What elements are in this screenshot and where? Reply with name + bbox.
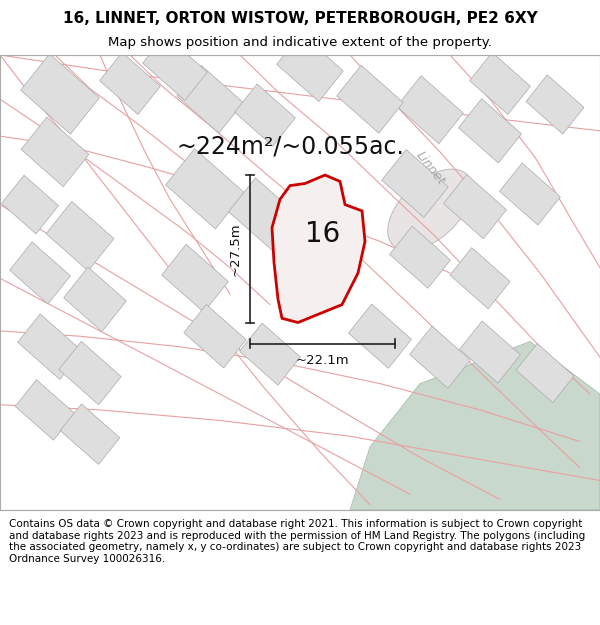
Polygon shape xyxy=(350,341,600,510)
Polygon shape xyxy=(526,75,584,134)
Polygon shape xyxy=(184,304,246,368)
Text: Map shows position and indicative extent of the property.: Map shows position and indicative extent… xyxy=(108,36,492,49)
Polygon shape xyxy=(10,242,70,304)
Polygon shape xyxy=(277,34,343,102)
Text: ~27.5m: ~27.5m xyxy=(229,222,242,276)
Polygon shape xyxy=(64,267,127,332)
Text: 16: 16 xyxy=(305,220,340,248)
Polygon shape xyxy=(500,163,560,225)
Polygon shape xyxy=(516,344,574,402)
Polygon shape xyxy=(100,52,160,114)
Polygon shape xyxy=(382,149,448,218)
Polygon shape xyxy=(389,226,451,288)
Polygon shape xyxy=(162,244,228,312)
Polygon shape xyxy=(460,321,520,383)
Polygon shape xyxy=(272,175,365,322)
Text: ~224m²/~0.055ac.: ~224m²/~0.055ac. xyxy=(176,134,404,159)
Polygon shape xyxy=(177,65,243,133)
Text: Contains OS data © Crown copyright and database right 2021. This information is : Contains OS data © Crown copyright and d… xyxy=(9,519,585,564)
Polygon shape xyxy=(235,84,295,146)
Polygon shape xyxy=(388,169,472,251)
Polygon shape xyxy=(229,178,301,252)
Polygon shape xyxy=(21,117,89,187)
Polygon shape xyxy=(470,52,530,114)
Polygon shape xyxy=(166,149,244,229)
Polygon shape xyxy=(60,404,120,464)
Text: Linnet: Linnet xyxy=(413,148,447,187)
Polygon shape xyxy=(450,248,510,309)
Polygon shape xyxy=(15,380,75,440)
Polygon shape xyxy=(397,76,463,144)
Polygon shape xyxy=(349,304,412,368)
Text: 16, LINNET, ORTON WISTOW, PETERBOROUGH, PE2 6XY: 16, LINNET, ORTON WISTOW, PETERBOROUGH, … xyxy=(62,11,538,26)
Polygon shape xyxy=(20,54,100,134)
Polygon shape xyxy=(239,323,301,385)
Polygon shape xyxy=(143,35,208,101)
Text: ~22.1m: ~22.1m xyxy=(296,354,349,367)
Polygon shape xyxy=(410,326,470,388)
Polygon shape xyxy=(17,314,82,379)
Polygon shape xyxy=(2,175,58,234)
Polygon shape xyxy=(337,65,403,133)
Polygon shape xyxy=(443,174,506,239)
Polygon shape xyxy=(458,99,521,163)
Polygon shape xyxy=(59,341,121,405)
Polygon shape xyxy=(46,201,114,271)
